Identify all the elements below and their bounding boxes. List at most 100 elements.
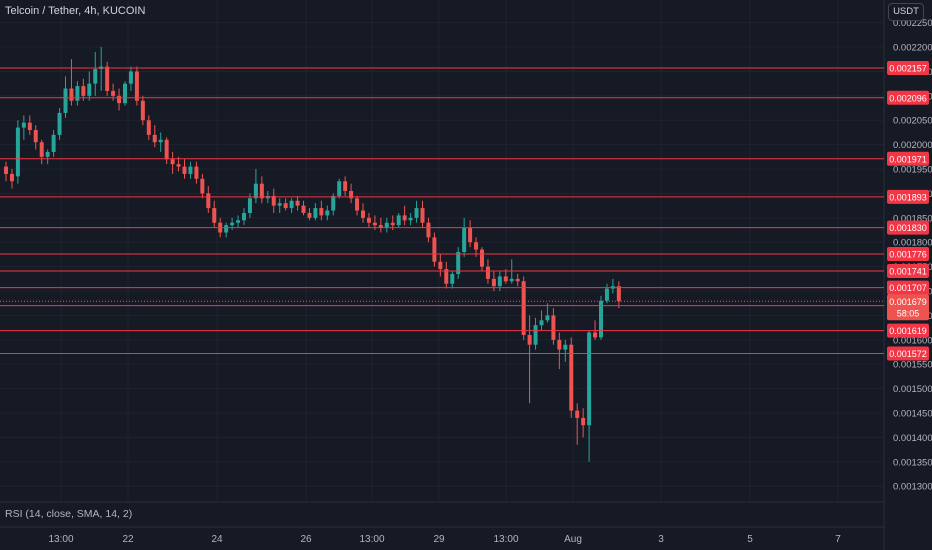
candle-body	[414, 208, 419, 218]
candle-body	[569, 344, 574, 411]
candle-body	[450, 273, 455, 284]
candle-body	[616, 286, 621, 302]
current-price-tag	[887, 294, 929, 321]
candle-body	[396, 215, 401, 226]
candle-body	[200, 178, 205, 194]
level-tag-label: 0.001619	[889, 326, 927, 336]
y-tick-label: 0.001450	[893, 409, 932, 420]
level-tag	[887, 61, 929, 76]
candle-body	[87, 83, 92, 96]
x-tick-label: 26	[300, 534, 312, 545]
x-tick-label: Aug	[564, 534, 582, 545]
candle-body	[75, 86, 80, 101]
price-tags: 0.002157 0.002096 0.001971 0.001893 0.001830…	[887, 61, 929, 361]
candle-body	[93, 69, 98, 84]
level-tag	[887, 246, 929, 261]
y-tick-label: 0.001950	[893, 165, 932, 176]
level-tag	[887, 264, 929, 279]
candles	[4, 47, 621, 462]
candle-body	[557, 339, 562, 350]
candle-body	[271, 195, 276, 206]
countdown-label: 58:05	[897, 308, 920, 318]
candle-body	[212, 208, 217, 223]
candle-body	[140, 100, 145, 121]
candle-body	[253, 183, 258, 199]
candle-body	[277, 203, 282, 206]
candle-body	[497, 276, 502, 287]
candle-body	[480, 249, 484, 267]
candle-body	[170, 159, 175, 165]
candle-body	[581, 417, 586, 426]
candle-body	[325, 210, 330, 216]
candle-body	[420, 208, 425, 223]
time-axis[interactable]: 13:00 22 24 26 13:00 29 13:00 Aug 3 5 7	[48, 534, 841, 545]
candle-body	[343, 181, 348, 191]
x-tick-label: 3	[658, 534, 664, 545]
candle-body	[390, 222, 395, 226]
candle-body	[242, 212, 246, 221]
candle-body	[539, 320, 544, 326]
candle-body	[164, 139, 169, 160]
candle-body	[503, 276, 508, 282]
level-tag-label: 0.001971	[889, 154, 927, 164]
level-tag	[887, 151, 929, 166]
x-tick-label: 7	[835, 534, 841, 545]
level-tag-label: 0.002157	[889, 64, 927, 74]
y-tick-label: 0.002200	[893, 43, 932, 54]
currency-button[interactable]: USDT	[888, 3, 924, 21]
candle-body	[51, 134, 56, 152]
candle-body	[378, 225, 383, 228]
candle-body	[563, 344, 568, 350]
level-tag-label: 0.001707	[889, 283, 927, 293]
candle-body	[21, 122, 26, 128]
candle-body	[307, 212, 312, 218]
candle-body	[152, 134, 157, 143]
candle-body	[194, 166, 199, 179]
rsi-indicator-label[interactable]: RSI (14, close, SMA, 14, 2)	[5, 508, 133, 520]
candle-body	[319, 208, 324, 216]
candle-body	[468, 227, 473, 243]
x-tick-label: 24	[211, 534, 223, 545]
candle-body	[289, 200, 294, 209]
candle-body	[515, 278, 520, 282]
candle-body	[349, 191, 354, 199]
candle-body	[551, 315, 556, 340]
candle-body	[575, 410, 580, 418]
grid-lines	[0, 0, 884, 502]
candle-body	[432, 237, 437, 262]
y-tick-label: 0.002000	[893, 140, 932, 151]
candle-body	[236, 220, 241, 223]
candle-body	[158, 139, 163, 143]
level-tag	[887, 280, 929, 295]
candle-body	[509, 278, 514, 282]
candle-body	[438, 261, 443, 270]
candle-body	[188, 166, 193, 174]
x-tick-label: 22	[122, 534, 134, 545]
y-tick-label: 0.001850	[893, 213, 932, 224]
candle-body	[69, 88, 74, 101]
candle-body	[15, 127, 20, 177]
candle-body	[105, 66, 110, 91]
y-tick-label: 0.001500	[893, 384, 932, 395]
candle-body	[57, 112, 62, 135]
candle-body	[337, 181, 342, 196]
x-tick-label: 13:00	[493, 534, 518, 545]
candle-body	[408, 217, 413, 221]
candle-body	[533, 325, 538, 345]
candle-body	[4, 166, 8, 174]
y-tick-label: 0.002250	[893, 18, 932, 29]
candle-body	[111, 90, 116, 96]
candle-body	[9, 173, 14, 182]
candle-body	[444, 269, 449, 284]
y-tick-label: 0.002050	[893, 116, 932, 127]
x-tick-label: 29	[433, 534, 445, 545]
candle-body	[485, 266, 490, 279]
candle-body	[259, 183, 264, 199]
candle-body	[462, 227, 467, 252]
candle-body	[366, 217, 371, 223]
candle-body	[527, 334, 532, 345]
candle-body	[128, 71, 133, 84]
candle-body	[27, 122, 32, 130]
current-price-label: 0.001679	[889, 297, 927, 307]
